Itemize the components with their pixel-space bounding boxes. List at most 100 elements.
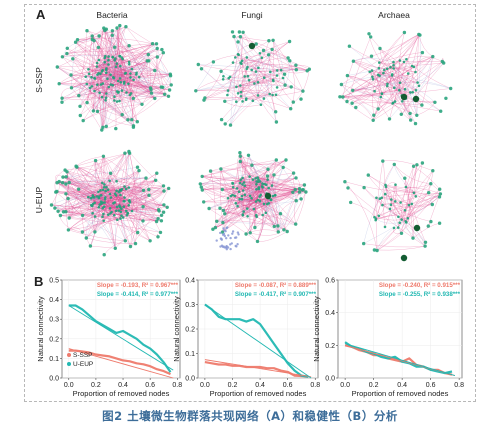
network-node — [105, 185, 108, 189]
network-node — [257, 66, 260, 70]
network-edge — [67, 48, 152, 90]
network-edge — [241, 188, 260, 200]
network-node — [88, 86, 92, 90]
network-edge — [384, 199, 392, 227]
network-node — [270, 184, 274, 187]
network-edge — [392, 85, 420, 104]
robustness-chart-fungi: 0.00.10.20.30.40.0 0.2 0.4 0.6 0.8Proportion… — [172, 278, 320, 399]
network-edge — [133, 79, 155, 99]
network-edge — [61, 87, 72, 103]
network-node — [64, 182, 68, 186]
legend-marker — [67, 353, 71, 357]
network-node — [408, 111, 412, 116]
network-node — [380, 196, 384, 200]
network-node — [78, 104, 82, 109]
network-node — [99, 193, 103, 197]
network-node — [338, 95, 342, 99]
network-edge — [378, 74, 436, 103]
network-edge — [229, 57, 262, 77]
network-edge — [105, 74, 171, 101]
network-node — [254, 177, 257, 180]
network-node — [155, 46, 159, 51]
network-node — [141, 188, 146, 193]
network-node — [407, 203, 411, 207]
network-edge — [372, 74, 379, 116]
network-node — [254, 42, 258, 46]
network-node — [416, 81, 419, 84]
network-edge — [92, 40, 98, 112]
network-node — [115, 26, 119, 30]
network-edge — [119, 78, 165, 95]
network-node — [406, 217, 410, 220]
legend-marker — [67, 362, 71, 366]
network-node — [67, 216, 71, 220]
network-node — [104, 71, 108, 74]
network-node — [410, 64, 414, 68]
network-edge — [86, 28, 104, 103]
network-node — [430, 202, 434, 207]
network-node — [99, 83, 103, 86]
network-node — [57, 179, 61, 184]
network-edge — [251, 163, 294, 174]
network-node — [404, 185, 408, 189]
hub-node — [400, 93, 408, 101]
network-node — [231, 193, 234, 197]
network-edge — [88, 69, 171, 76]
network-edge — [232, 182, 300, 193]
network-node — [90, 34, 94, 38]
network-edge — [230, 36, 241, 126]
network-edge — [235, 199, 272, 207]
network-node — [223, 234, 226, 238]
network-edge — [260, 159, 287, 195]
network-edge — [353, 34, 419, 62]
network-node — [168, 72, 172, 76]
network-node — [125, 209, 128, 213]
network-edge — [230, 77, 284, 126]
network-node — [111, 55, 114, 59]
network-node — [93, 89, 96, 93]
network-edge — [341, 34, 419, 85]
tick-label-y: 0.3 — [49, 317, 59, 324]
network-edge — [82, 188, 169, 233]
network-edge — [350, 202, 377, 219]
network-node — [226, 226, 229, 229]
network-node — [87, 195, 90, 199]
network-node — [294, 63, 298, 67]
network-node — [95, 65, 99, 68]
network-edge — [395, 184, 409, 206]
network-edge — [257, 201, 264, 242]
network-node — [88, 244, 93, 248]
network-edge — [85, 76, 163, 88]
network-node — [127, 82, 130, 86]
network-edge — [66, 156, 104, 177]
network-edge — [78, 177, 147, 190]
tick-label-y: 0.5 — [49, 278, 59, 285]
network-edge — [406, 193, 441, 223]
network-node — [260, 56, 264, 59]
network-edge — [92, 195, 117, 207]
network-node — [350, 101, 354, 105]
network-edge — [339, 96, 374, 121]
series-line-u-eup — [204, 303, 309, 378]
tick-label-x: 0.4 — [118, 382, 128, 389]
network-edge — [246, 57, 308, 71]
network-edge — [119, 25, 126, 74]
network-node — [261, 48, 266, 53]
network-edge — [70, 74, 107, 127]
network-node — [239, 95, 243, 98]
network-node — [97, 205, 101, 209]
network-edge — [116, 26, 127, 82]
network-edge — [110, 197, 129, 206]
network-node — [398, 88, 401, 92]
network-node — [130, 118, 134, 122]
network-node — [76, 187, 81, 191]
network-edge — [246, 68, 282, 71]
network-node — [241, 30, 245, 34]
network-node — [415, 113, 419, 118]
network-node — [294, 199, 298, 203]
network-edge — [235, 57, 297, 70]
network-node — [108, 179, 111, 183]
network-edge — [105, 100, 138, 122]
network-node — [111, 83, 115, 87]
